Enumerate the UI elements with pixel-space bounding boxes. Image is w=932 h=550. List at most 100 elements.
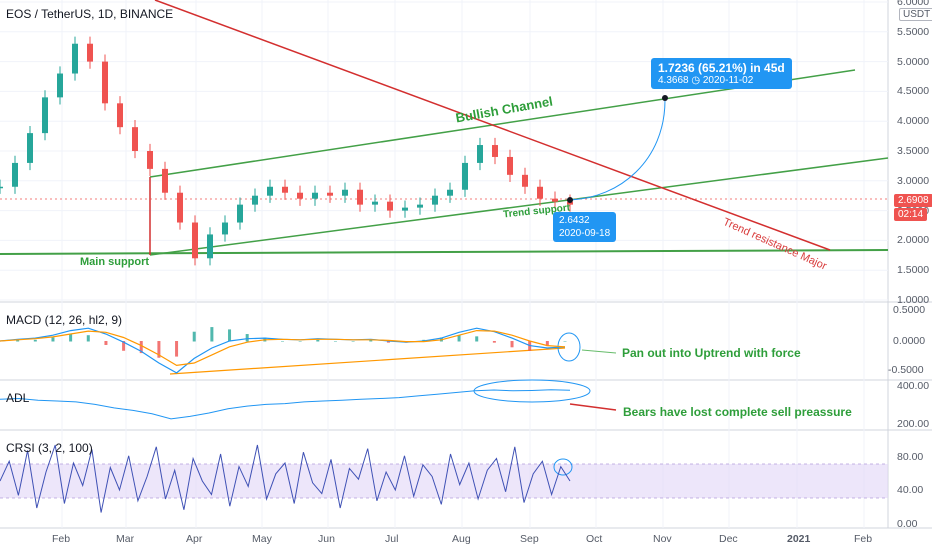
- candle-body: [222, 222, 228, 235]
- candle-body: [372, 201, 378, 205]
- macd-histogram-bar: [386, 341, 390, 343]
- macd-histogram-bar: [563, 341, 567, 342]
- crsi-series: [0, 444, 571, 513]
- adl-tick: 200.00: [897, 418, 930, 430]
- candle-body: [57, 73, 63, 98]
- macd-histogram-bar: [104, 341, 108, 345]
- candle-body: [72, 43, 78, 74]
- candle-body: [132, 127, 138, 151]
- candle-body: [477, 145, 483, 163]
- macd-tick: -0.5000: [888, 364, 924, 376]
- macd-pointer: [581, 349, 617, 354]
- candle-body: [27, 133, 33, 163]
- macd-histogram-bar: [192, 331, 196, 342]
- markers: [567, 95, 668, 203]
- candle-body: [432, 195, 438, 205]
- candle-body: [492, 145, 498, 157]
- adl-line: [0, 389, 571, 420]
- projection-box[interactable]: 1.7236 (65.21%) in 45d 4.3668 ◷ 2020-11-…: [651, 58, 792, 89]
- time-tick: 2021: [787, 533, 811, 545]
- price-tick: 1.5000: [897, 264, 930, 277]
- macd-histogram-bar: [86, 335, 90, 342]
- candle-body: [402, 207, 408, 211]
- time-tick: Jun: [318, 533, 335, 545]
- candle-body: [147, 151, 153, 169]
- candle-body: [387, 201, 393, 211]
- time-tick: Feb: [854, 533, 873, 545]
- support-date: 2020-09-18: [559, 228, 611, 239]
- candle-body: [12, 162, 18, 187]
- macd-histogram-bar: [157, 341, 161, 358]
- macd-histogram-bar: [16, 339, 20, 342]
- candle-body: [267, 186, 273, 196]
- macd-histogram-bar: [122, 341, 126, 351]
- candle-body: [417, 204, 423, 208]
- macd-tick: 0.0000: [893, 335, 926, 347]
- macd-histogram-bar: [510, 341, 514, 348]
- currency-button[interactable]: USDT: [899, 8, 932, 21]
- price-tick: 4.0000: [897, 115, 930, 128]
- price-tick: 3.0000: [897, 174, 930, 187]
- macd-series: [0, 327, 567, 374]
- time-tick: Nov: [653, 533, 672, 545]
- price-tick: 1.0000: [897, 294, 930, 306]
- macd-histogram-bar: [245, 334, 249, 342]
- projection-sub: 4.3668 ◷ 2020-11-02: [658, 75, 754, 86]
- time-tick: Mar: [116, 533, 135, 545]
- candle-body: [297, 192, 303, 199]
- candle-body: [162, 168, 168, 193]
- time-tick: Dec: [719, 533, 738, 545]
- macd-histogram-bar: [475, 336, 479, 342]
- candle-body: [117, 103, 123, 128]
- support-point-box[interactable]: 2.6432 2020-09-18: [553, 212, 617, 242]
- candle-body: [207, 234, 213, 259]
- time-tick: Oct: [586, 533, 603, 545]
- candle-body: [237, 204, 243, 223]
- time-tick: May: [252, 533, 272, 545]
- candle-body: [462, 162, 468, 190]
- candle-body: [252, 195, 258, 205]
- price-tick: 5.0000: [897, 55, 930, 68]
- crsi-tick: 40.00: [897, 484, 924, 496]
- projection-point: [662, 95, 668, 101]
- adl-series: [0, 389, 571, 420]
- candle-body: [0, 186, 3, 189]
- candle-body: [102, 61, 108, 104]
- macd-histogram-bar: [139, 341, 143, 354]
- price-tick: 6.0000: [897, 0, 930, 8]
- candle-body: [447, 189, 453, 196]
- adl-title[interactable]: ADL: [6, 391, 30, 405]
- macd-histogram-bar: [316, 339, 320, 342]
- candle-body: [42, 97, 48, 134]
- adl-tick: 400.00: [897, 380, 930, 392]
- price-tick: 4.5000: [897, 85, 930, 98]
- candle-body: [522, 174, 528, 187]
- macd-histogram-bar: [492, 341, 496, 343]
- macd-histogram-bar: [298, 341, 302, 342]
- candle-body: [342, 189, 348, 196]
- macd-histogram-bar: [228, 329, 232, 342]
- price-tick: 2.0000: [897, 234, 930, 247]
- macd-histogram-bar: [351, 341, 355, 342]
- crsi-title[interactable]: CRSI (3, 2, 100): [6, 441, 93, 455]
- crsi-circle: [553, 458, 573, 476]
- countdown-badge: 02:14: [894, 208, 928, 221]
- macd-histogram-bar: [210, 327, 214, 342]
- adl-note: Bears have lost complete sell preassure: [623, 405, 852, 419]
- projection-main: 1.7236 (65.21%) in 45d: [658, 61, 785, 75]
- crsi-tick: 0.00: [897, 518, 918, 530]
- time-tick: Jul: [385, 533, 399, 545]
- macd-histogram-bar: [69, 334, 73, 342]
- macd-histogram-bar: [33, 339, 37, 342]
- macd-title[interactable]: MACD (12, 26, hl2, 9): [6, 313, 123, 327]
- candle-body: [357, 189, 363, 205]
- projection-curve: [569, 99, 666, 201]
- macd-histogram-bar: [175, 341, 179, 357]
- trend-resistance-line: [154, 0, 831, 251]
- macd-histogram-bar: [281, 341, 284, 342]
- main-support-label: Main support: [80, 256, 150, 268]
- time-tick: Apr: [186, 533, 203, 545]
- macd-note: Pan out into Uptrend with force: [622, 346, 801, 360]
- candle-body: [537, 186, 543, 199]
